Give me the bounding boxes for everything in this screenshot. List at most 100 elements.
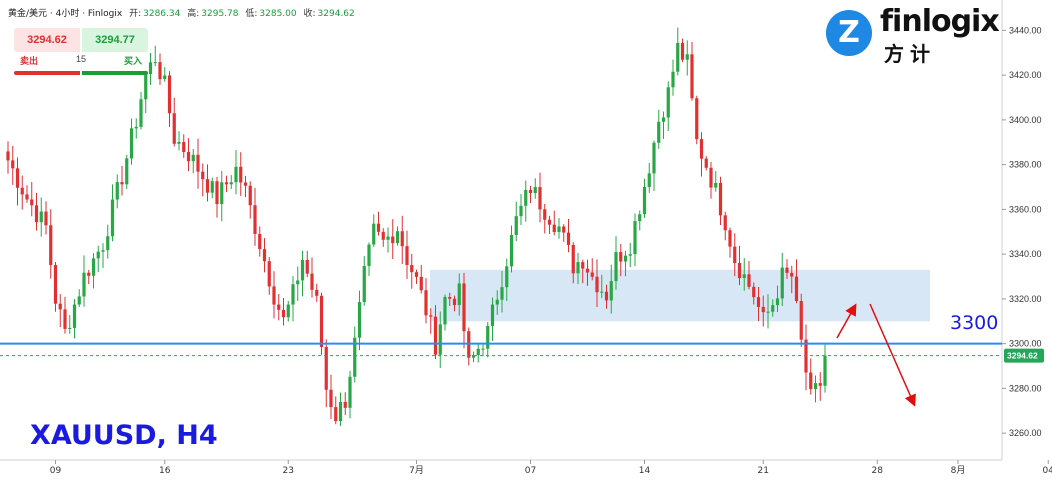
candle-body bbox=[576, 262, 580, 274]
candle-body bbox=[514, 216, 518, 235]
candle-body bbox=[405, 246, 409, 265]
candle-body bbox=[30, 199, 34, 206]
candle-body bbox=[799, 300, 803, 340]
candle-body bbox=[794, 276, 799, 301]
candle-body bbox=[39, 211, 43, 223]
candle-body bbox=[376, 223, 381, 232]
logo-text-en: finlogix bbox=[880, 4, 1000, 39]
candle-body bbox=[628, 254, 632, 256]
candle-body bbox=[600, 291, 604, 293]
candle-body bbox=[367, 244, 371, 267]
open-label: 开: bbox=[129, 9, 142, 19]
y-tick-label: 3380.00 bbox=[1009, 160, 1042, 170]
candle-body bbox=[604, 291, 609, 301]
candle-body bbox=[524, 189, 528, 206]
candle-body bbox=[6, 151, 10, 161]
candle-body bbox=[58, 303, 62, 310]
lot-size-input[interactable]: 15 bbox=[75, 54, 86, 64]
candle-body bbox=[642, 186, 647, 215]
x-tick-label: 14 bbox=[639, 466, 651, 476]
sell-bar bbox=[14, 71, 80, 75]
projection-arrows bbox=[836, 303, 916, 407]
y-tick-label: 3300.00 bbox=[1009, 339, 1042, 349]
y-tick-label: 3320.00 bbox=[1009, 294, 1042, 304]
candle-body bbox=[201, 171, 205, 180]
candle-body bbox=[647, 173, 651, 187]
candle-body bbox=[353, 337, 357, 377]
candle-body bbox=[756, 297, 761, 307]
candle-body bbox=[733, 246, 737, 263]
symbol-label: 黄金/美元 · 4小时 · Finlogix bbox=[8, 9, 123, 19]
candle-body bbox=[471, 355, 476, 358]
logo-text-cn: 方计 bbox=[884, 42, 936, 66]
candle-body bbox=[395, 231, 400, 244]
candle-body bbox=[291, 284, 295, 305]
candle-body bbox=[528, 189, 533, 194]
arrow-down bbox=[869, 303, 916, 407]
candle-body bbox=[790, 272, 794, 277]
candle-body bbox=[134, 126, 138, 129]
candle-body bbox=[82, 272, 86, 297]
candle-body bbox=[334, 407, 338, 422]
y-axis: 3260.00 3280.00 3300.00 3320.00 3340.00 3360.… bbox=[1002, 25, 1042, 438]
chart-header: 黄金/美元 · 4小时 · Finlogix 开: 3286.34 高: 3295.… bbox=[8, 6, 355, 19]
y-tick-label: 3360.00 bbox=[1009, 204, 1042, 214]
level-label: 3300 bbox=[950, 312, 999, 334]
candle-body bbox=[652, 142, 656, 174]
candle-body bbox=[780, 267, 784, 299]
candle-body bbox=[695, 98, 699, 140]
x-tick-label: 16 bbox=[159, 466, 171, 476]
candle-body bbox=[813, 383, 818, 390]
candle-body bbox=[148, 62, 153, 75]
candle-body bbox=[452, 298, 457, 306]
candle-body bbox=[509, 234, 514, 267]
candle-body bbox=[300, 259, 305, 281]
x-tick-label: 8月 bbox=[951, 465, 966, 476]
resistance-zone bbox=[430, 269, 930, 322]
candle-body bbox=[220, 182, 224, 205]
candle-body bbox=[457, 283, 461, 306]
candle-body bbox=[87, 272, 91, 276]
candle-body bbox=[709, 167, 713, 188]
candle-body bbox=[519, 205, 523, 217]
high-value: 3295.78 bbox=[201, 9, 239, 19]
candle-body bbox=[215, 181, 219, 205]
candle-body bbox=[20, 187, 24, 195]
candle-body bbox=[490, 304, 495, 326]
candle-body bbox=[72, 304, 77, 328]
candle-body bbox=[771, 305, 775, 312]
x-tick-label: 7月 bbox=[409, 465, 424, 476]
x-tick-label: 28 bbox=[872, 466, 884, 476]
finlogix-logo: Z finlogix 方计 bbox=[826, 4, 1000, 66]
candle-body bbox=[120, 182, 124, 185]
candle-body bbox=[590, 272, 594, 277]
candle-body bbox=[690, 54, 694, 99]
candle-body bbox=[348, 376, 352, 408]
candle-body bbox=[96, 251, 100, 259]
symbol-title: XAUUSD, H4 bbox=[30, 420, 218, 451]
candle-body bbox=[424, 290, 428, 316]
buy-button[interactable]: 3294.77 bbox=[82, 28, 148, 52]
candle-body bbox=[296, 280, 300, 285]
current-price-tag: 3294.62 bbox=[1004, 348, 1044, 363]
candle-body bbox=[704, 158, 708, 168]
x-tick-label: 23 bbox=[283, 466, 294, 476]
candle-body bbox=[737, 262, 742, 279]
candle-body bbox=[106, 236, 110, 251]
candle-body bbox=[277, 304, 281, 310]
sell-button[interactable]: 3294.62 bbox=[14, 28, 80, 52]
trade-panel: 3294.62 3294.77 卖出 15 买入 bbox=[14, 28, 148, 76]
candle-body bbox=[609, 281, 613, 301]
candle-body bbox=[372, 223, 376, 245]
y-tick-label: 3280.00 bbox=[1009, 383, 1042, 393]
candle-body bbox=[196, 154, 200, 172]
candle-body bbox=[53, 265, 58, 304]
candle-body bbox=[139, 99, 143, 127]
candle-body bbox=[101, 250, 105, 252]
candle-body bbox=[581, 262, 585, 269]
candle-body bbox=[115, 182, 119, 200]
close-label: 收: bbox=[303, 9, 316, 19]
candle-body bbox=[538, 187, 542, 210]
candle-body bbox=[34, 205, 39, 223]
